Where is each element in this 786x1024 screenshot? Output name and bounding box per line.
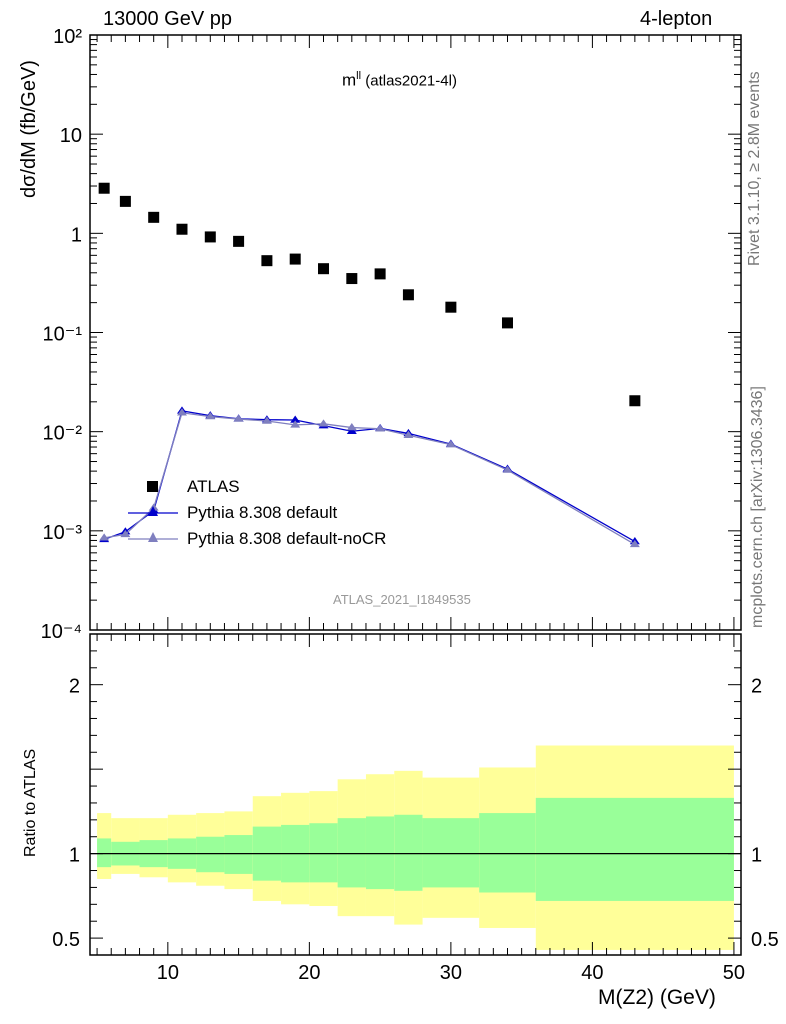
header-left-label: 13000 GeV pp [103, 8, 232, 30]
legend-label-atlas: ATLAS [187, 477, 240, 496]
x-tick-label: 50 [723, 962, 745, 984]
atlas-data-point [233, 235, 245, 247]
mc-point-nocr [502, 465, 513, 473]
legend-marker-nocr [148, 532, 158, 542]
mc-point-nocr [375, 424, 386, 432]
atlas-data-point [445, 301, 457, 313]
ratio-band-inner-bin [309, 823, 338, 883]
main-series [98, 182, 641, 548]
y-tick-label: 10⁻³ [43, 522, 83, 544]
mc-point-nocr [318, 419, 329, 427]
ratio-y-tick-label-right: 1 [751, 845, 762, 867]
atlas-data-point [629, 395, 641, 407]
x-tick-label: 30 [440, 962, 462, 984]
y-tick-label: 10⁻² [43, 423, 83, 445]
ratio-plot-frame [89, 633, 742, 956]
header-right-label: 4-lepton [640, 8, 713, 30]
mc-point-nocr [290, 420, 301, 428]
atlas-data-point [98, 182, 110, 194]
mc-point-nocr [261, 416, 272, 424]
x-tick-label: 40 [581, 962, 603, 984]
axis-ticks: 10⁻⁴ 10⁻³ 10⁻² 10⁻¹ 1 10 10² 10 20 30 40 50 0.5 0.5 1 1… [41, 26, 779, 984]
y-axis-label-main: dσ/dM (fb/GeV) [18, 60, 40, 198]
y-tick-label: 10⁻⁴ [41, 621, 82, 643]
mc-point-nocr [403, 430, 414, 438]
atlas-data-point [374, 268, 386, 280]
ratio-band-inner-bin [337, 818, 366, 888]
atlas-data-point [501, 317, 513, 329]
ratio-band-inner-bin [365, 816, 395, 890]
legend-label-default: Pythia 8.308 default [187, 503, 338, 522]
ratio-band-inner-bin [479, 813, 536, 893]
mc-point-nocr [445, 440, 456, 448]
ratio-y-tick-label-left: 1 [69, 845, 80, 867]
legend-marker-default [148, 506, 158, 516]
atlas-data-point [204, 231, 216, 243]
mc-line-nocr [104, 412, 636, 545]
ratio-band-inner-bin [224, 835, 253, 874]
mc-point-nocr [205, 412, 216, 420]
y-tick-label: 10 [60, 125, 82, 147]
mc-point-nocr [629, 539, 640, 548]
ratio-band-inner-bin [97, 838, 112, 868]
ratio-bands [90, 745, 741, 950]
atlas-data-point [346, 273, 358, 285]
y-tick-label: 10⁻¹ [43, 324, 83, 346]
atlas-data-point [148, 211, 160, 223]
plot-title: mll (atlas2021-4l) [342, 70, 457, 91]
mc-line-default [103, 410, 636, 543]
ratio-y-tick-label-right: 2 [751, 676, 762, 698]
atlas-data-point [402, 289, 414, 301]
mc-point-nocr [99, 533, 110, 541]
mc-point-nocr [346, 423, 357, 431]
plot-title-sub: (atlas2021-4l) [361, 72, 457, 90]
atlas-data-point [318, 263, 330, 275]
atlas-data-point [176, 223, 188, 235]
ratio-y-tick-label-right: 0.5 [751, 929, 779, 951]
mc-point-default [346, 426, 357, 434]
mc-point-nocr [233, 414, 244, 422]
x-tick-label: 10 [157, 962, 179, 984]
atlas-data-point [261, 255, 273, 267]
y-axis-label-ratio: Ratio to ATLAS [22, 748, 39, 857]
y-tick-label: 10² [53, 26, 82, 48]
rivet-version-label: Rivet 3.1.10, ≥ 2.8M events [746, 71, 763, 266]
ratio-band-inner-bin [422, 818, 480, 888]
atlas-data-point [119, 195, 131, 207]
mc-point-nocr [176, 408, 187, 416]
mc-point-nocr [148, 503, 159, 511]
plot-title-sup: ll [356, 70, 362, 82]
plot-title-main: m [342, 70, 357, 90]
ratio-band-inner-bin [535, 797, 734, 901]
atlas-data-point [289, 253, 301, 265]
mc-point-default [290, 415, 301, 423]
ratio-y-tick-label-left: 0.5 [52, 929, 80, 951]
analysis-watermark: ATLAS_2021_I1849535 [333, 592, 471, 607]
mc-point-nocr [120, 529, 131, 538]
x-tick-label: 20 [298, 962, 320, 984]
x-axis-label: M(Z2) (GeV) [598, 986, 716, 1009]
legend-markers [128, 481, 178, 542]
legend-marker-atlas [147, 481, 158, 492]
y-tick-label: 1 [71, 224, 82, 246]
ratio-y-tick-label-left: 2 [69, 676, 80, 698]
legend-label-nocr: Pythia 8.308 default-noCR [187, 529, 387, 548]
ratio-band-inner-bin [394, 814, 423, 891]
source-label: mcplots.cern.ch [arXiv:1306.3436] [749, 386, 766, 628]
ratio-band-inner-bin [196, 836, 225, 873]
